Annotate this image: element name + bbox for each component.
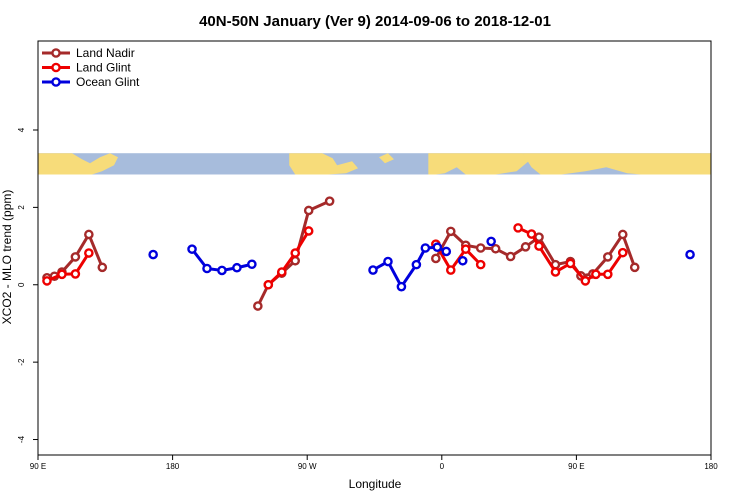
x-axis-label: Longitude	[349, 477, 402, 491]
legend-item-ocean-glint: Ocean Glint	[42, 75, 140, 89]
series-land-nadir	[42, 196, 640, 311]
x-tick-label: 90 W	[298, 462, 317, 471]
land-nadir-point	[97, 262, 108, 273]
legend-marker	[51, 77, 61, 87]
ocean-glint-point	[383, 256, 393, 267]
ocean-glint-point	[420, 243, 431, 253]
legend-marker	[51, 48, 61, 58]
series-ocean-glint	[148, 236, 695, 292]
ocean-glint-point	[217, 265, 227, 276]
land-nadir-point	[303, 205, 314, 216]
legend-item-land-glint: Land Glint	[42, 61, 131, 75]
map-land-3	[378, 153, 394, 164]
land-nadir-point	[617, 229, 628, 240]
ocean-glint-point	[202, 263, 212, 274]
series-land-glint	[42, 223, 628, 290]
ocean-glint-point	[148, 249, 158, 260]
map-land-6	[682, 153, 694, 166]
map-land-4	[428, 153, 529, 175]
ocean-glint-point	[396, 281, 407, 292]
y-tick-label: -4	[17, 435, 26, 443]
land-glint-point	[460, 244, 471, 254]
land-glint-point	[70, 269, 81, 279]
ocean-glint-point	[685, 249, 695, 260]
land-nadir-point	[70, 252, 81, 262]
ocean-glint-line	[372, 245, 447, 289]
land-nadir-point	[490, 243, 501, 254]
land-glint-point	[84, 248, 94, 258]
legend-item-land-nadir: Land Nadir	[42, 46, 135, 60]
land-glint-point	[513, 223, 523, 233]
land-glint-point	[534, 241, 544, 251]
legend-marker	[51, 62, 61, 73]
land-nadir-point	[603, 252, 613, 262]
land-glint-point	[42, 276, 52, 286]
land-glint-point	[303, 226, 314, 236]
land-glint-point	[580, 276, 591, 286]
land-glint-point	[290, 248, 301, 258]
x-tick-label: 180	[704, 462, 718, 471]
x-tick-label: 90 E	[568, 462, 584, 471]
x-tick-label: 90 E	[30, 462, 46, 471]
land-glint-point	[565, 258, 576, 269]
land-glint-line	[267, 230, 310, 286]
land-glint-line	[46, 252, 91, 283]
y-axis: -4 -2 0 2 4	[17, 127, 38, 443]
land-glint-point	[526, 229, 537, 239]
map-land-1	[38, 153, 118, 175]
land-glint-point	[276, 267, 287, 277]
ocean-glint-point	[441, 246, 452, 257]
series-layer	[42, 196, 695, 311]
land-nadir-point	[84, 229, 94, 240]
y-tick-label: 0	[17, 282, 26, 287]
land-glint-point	[617, 247, 628, 258]
map-land-2	[289, 153, 359, 175]
land-nadir-point	[431, 253, 441, 264]
ocean-glint-point	[368, 265, 378, 275]
x-tick-label: 0	[440, 462, 445, 471]
map-land-5	[522, 153, 711, 175]
y-tick-label: 4	[17, 127, 26, 132]
land-glint-point	[263, 279, 274, 290]
plot-frame	[37, 40, 712, 456]
land-glint-point	[475, 259, 486, 270]
land-nadir-point	[629, 262, 640, 273]
land-nadir-point	[475, 243, 486, 253]
y-tick-label: 2	[17, 205, 26, 210]
land-nadir-point	[253, 301, 263, 311]
legend-label: Land Nadir	[76, 46, 135, 60]
legend-label: Land Glint	[76, 61, 131, 75]
land-nadir-point	[505, 251, 516, 262]
x-axis: 90 E 180 90 W 0 90 E 180	[30, 455, 718, 471]
land-nadir-point	[520, 242, 531, 252]
chart-title: 40N-50N January (Ver 9) 2014-09-06 to 20…	[199, 13, 551, 30]
ocean-glint-point	[411, 259, 422, 270]
land-glint-point	[550, 267, 561, 277]
ocean-glint-point	[232, 262, 242, 273]
land-nadir-point	[324, 196, 335, 206]
x-tick-label: 180	[166, 462, 180, 471]
ocean-glint-point	[457, 255, 468, 266]
land-nadir-point	[445, 226, 456, 237]
legend-label: Ocean Glint	[76, 75, 140, 89]
ocean-glint-point	[247, 259, 257, 270]
y-tick-label: -2	[17, 358, 26, 366]
map-strip	[38, 153, 711, 175]
land-glint-point	[603, 269, 613, 280]
ocean-glint-point	[486, 236, 496, 247]
land-glint-point	[591, 269, 601, 280]
land-glint-point	[57, 269, 67, 280]
land-glint-point	[445, 265, 456, 275]
ocean-glint-point	[187, 244, 197, 254]
y-axis-label: XCO2 - MLO trend (ppm)	[0, 190, 14, 325]
land-nadir-point	[534, 232, 544, 242]
ocean-glint-point	[432, 242, 443, 253]
